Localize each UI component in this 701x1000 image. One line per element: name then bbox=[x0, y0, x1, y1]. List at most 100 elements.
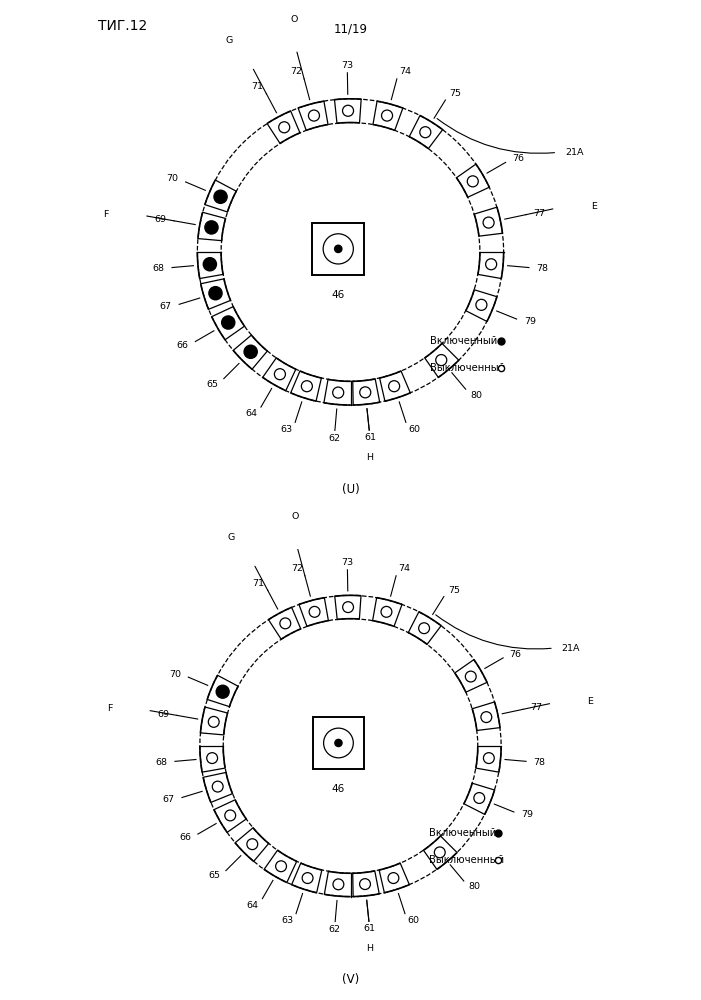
Circle shape bbox=[280, 618, 291, 629]
Text: (U): (U) bbox=[341, 483, 360, 496]
Text: 46: 46 bbox=[332, 290, 345, 300]
Text: 66: 66 bbox=[177, 341, 189, 350]
Circle shape bbox=[483, 217, 494, 228]
Circle shape bbox=[335, 739, 342, 747]
Text: 65: 65 bbox=[209, 871, 221, 880]
Circle shape bbox=[468, 176, 478, 187]
Circle shape bbox=[309, 606, 320, 617]
Text: ΤИГ.12: ΤИГ.12 bbox=[98, 19, 147, 33]
Text: 68: 68 bbox=[152, 264, 165, 273]
Text: 73: 73 bbox=[341, 558, 353, 567]
Circle shape bbox=[343, 105, 353, 116]
Circle shape bbox=[334, 245, 342, 253]
Text: 67: 67 bbox=[160, 302, 172, 311]
Text: 75: 75 bbox=[449, 89, 461, 98]
Text: 61: 61 bbox=[364, 924, 376, 933]
Text: 74: 74 bbox=[399, 67, 411, 76]
Circle shape bbox=[212, 781, 223, 792]
Circle shape bbox=[203, 258, 217, 271]
Text: 11/19: 11/19 bbox=[334, 22, 367, 35]
Text: H: H bbox=[366, 944, 373, 953]
Text: Выключенный: Выключенный bbox=[430, 363, 505, 373]
Circle shape bbox=[381, 110, 393, 121]
Text: 62: 62 bbox=[329, 925, 341, 934]
Circle shape bbox=[486, 259, 496, 270]
Circle shape bbox=[247, 839, 258, 850]
Text: Выключенный: Выключенный bbox=[429, 855, 504, 865]
Circle shape bbox=[301, 381, 313, 392]
Text: 46: 46 bbox=[332, 784, 345, 794]
Text: 73: 73 bbox=[341, 61, 353, 70]
Circle shape bbox=[208, 716, 219, 727]
Circle shape bbox=[216, 685, 229, 698]
Text: 63: 63 bbox=[280, 425, 293, 434]
Circle shape bbox=[333, 879, 343, 890]
Text: 80: 80 bbox=[470, 391, 482, 400]
Text: 69: 69 bbox=[158, 710, 170, 719]
Text: G: G bbox=[226, 36, 233, 45]
Text: Включенный: Включенный bbox=[430, 336, 498, 346]
Text: E: E bbox=[587, 697, 593, 706]
Circle shape bbox=[465, 671, 476, 682]
Circle shape bbox=[209, 287, 222, 300]
Text: 71: 71 bbox=[251, 82, 263, 91]
Text: 80: 80 bbox=[469, 882, 481, 891]
Text: 66: 66 bbox=[179, 833, 191, 842]
Circle shape bbox=[302, 873, 313, 883]
Text: Включенный: Включенный bbox=[429, 828, 496, 838]
Circle shape bbox=[274, 369, 285, 380]
Circle shape bbox=[207, 753, 217, 764]
Text: 21A: 21A bbox=[565, 148, 583, 157]
Circle shape bbox=[333, 387, 343, 398]
Text: 79: 79 bbox=[524, 317, 536, 326]
Text: 78: 78 bbox=[536, 264, 549, 273]
Bar bbox=[313, 717, 364, 769]
Text: 68: 68 bbox=[156, 758, 168, 767]
Text: 61: 61 bbox=[364, 433, 376, 442]
Text: F: F bbox=[104, 210, 109, 219]
Circle shape bbox=[474, 793, 484, 803]
Circle shape bbox=[275, 861, 287, 872]
Circle shape bbox=[435, 847, 445, 858]
Circle shape bbox=[436, 355, 447, 366]
Circle shape bbox=[388, 873, 399, 883]
Circle shape bbox=[225, 810, 236, 821]
Bar bbox=[312, 223, 365, 275]
Circle shape bbox=[418, 623, 430, 634]
Circle shape bbox=[244, 345, 257, 358]
Text: 74: 74 bbox=[398, 564, 410, 573]
Circle shape bbox=[360, 387, 371, 398]
Text: 75: 75 bbox=[448, 586, 460, 595]
Circle shape bbox=[381, 606, 392, 617]
Text: 69: 69 bbox=[154, 215, 167, 224]
Circle shape bbox=[343, 602, 353, 613]
Text: O: O bbox=[292, 512, 299, 521]
Text: 63: 63 bbox=[282, 916, 294, 925]
Text: 70: 70 bbox=[170, 670, 182, 679]
Text: 77: 77 bbox=[530, 703, 543, 712]
Circle shape bbox=[308, 110, 320, 121]
Text: 72: 72 bbox=[290, 67, 302, 76]
Text: 76: 76 bbox=[510, 650, 522, 659]
Circle shape bbox=[222, 316, 235, 329]
Circle shape bbox=[214, 190, 227, 203]
Text: 79: 79 bbox=[521, 810, 533, 819]
Circle shape bbox=[205, 221, 218, 234]
Text: H: H bbox=[367, 453, 374, 462]
Text: 64: 64 bbox=[245, 409, 257, 418]
Circle shape bbox=[420, 127, 431, 138]
Text: 65: 65 bbox=[206, 380, 219, 389]
Circle shape bbox=[279, 122, 290, 133]
Circle shape bbox=[476, 299, 487, 310]
Text: 62: 62 bbox=[328, 434, 340, 443]
Text: 21A: 21A bbox=[562, 644, 580, 653]
Text: 77: 77 bbox=[533, 209, 545, 218]
Text: 78: 78 bbox=[533, 758, 545, 767]
Text: O: O bbox=[290, 15, 298, 24]
Text: 60: 60 bbox=[408, 425, 420, 434]
Text: 76: 76 bbox=[512, 154, 524, 163]
Circle shape bbox=[360, 879, 370, 890]
Circle shape bbox=[484, 753, 494, 764]
Text: E: E bbox=[591, 202, 597, 211]
Circle shape bbox=[388, 381, 400, 392]
